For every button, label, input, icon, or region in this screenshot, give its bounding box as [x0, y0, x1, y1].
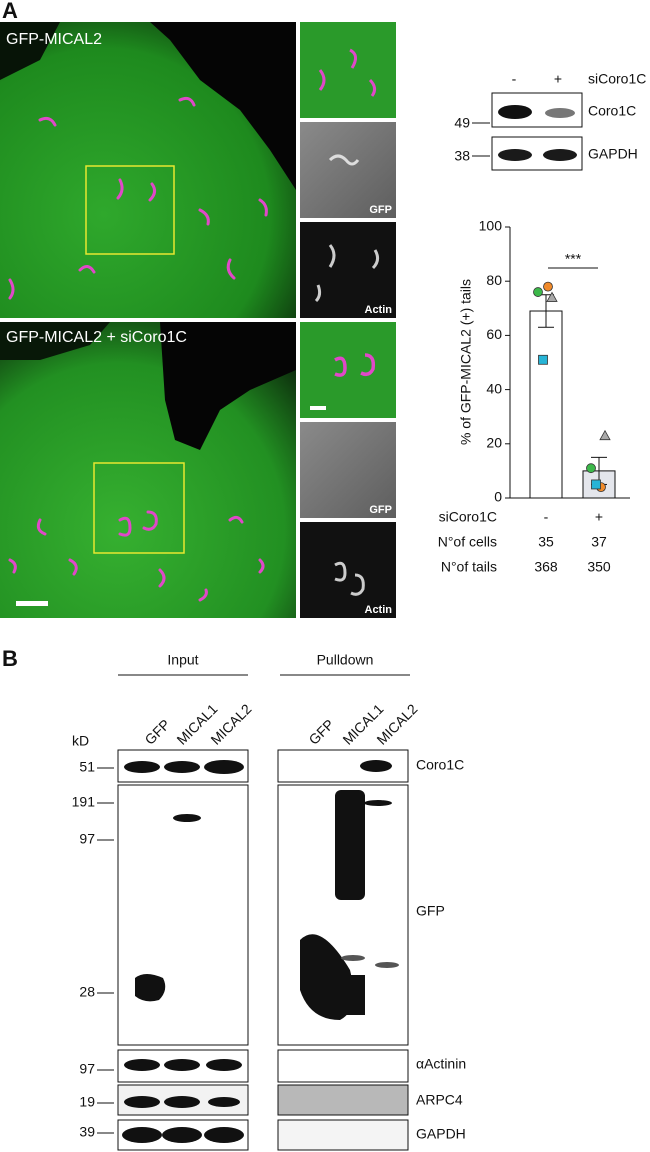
- inset: [300, 122, 396, 218]
- layout: [0, 22, 598, 1151]
- y-tick-label: 60: [486, 326, 502, 342]
- table-value: 35: [538, 534, 554, 550]
- marker-label: 39: [79, 1124, 95, 1140]
- data-point: [599, 429, 611, 441]
- blots: [117, 749, 409, 1151]
- band: [498, 149, 532, 161]
- bar: [529, 310, 563, 499]
- actin-tails: [8, 96, 268, 300]
- panel-label: B: [2, 646, 18, 671]
- x-tick-label: +: [595, 509, 603, 525]
- protein-label: ARPC4: [416, 1092, 463, 1108]
- background-region: [150, 22, 296, 190]
- row-label: siCoro1C: [439, 509, 497, 525]
- image-label: GFP-MICAL2: [6, 31, 102, 48]
- actin-tails: [334, 353, 376, 377]
- marker-label: 51: [79, 759, 95, 775]
- unit-label: kD: [72, 733, 89, 749]
- row-label: N°of cells: [438, 534, 497, 550]
- signal: [334, 561, 365, 596]
- inset-label: GFP: [369, 204, 392, 216]
- inset-label: Actin: [365, 604, 393, 616]
- protein-label: GFP: [416, 903, 445, 919]
- marker-label: 49: [454, 115, 470, 131]
- y-tick-label: 100: [479, 218, 503, 234]
- background-region: [0, 22, 60, 80]
- protein-label: GAPDH: [588, 146, 638, 162]
- band: [498, 105, 532, 119]
- data-point: [533, 287, 543, 297]
- x-tick-label: -: [544, 509, 549, 525]
- condition-label: siCoro1C: [588, 71, 646, 87]
- image-label: GFP-MICAL2 + siCoro1C: [6, 329, 187, 346]
- background-region: [160, 322, 296, 450]
- marker-label: 97: [79, 1061, 95, 1077]
- data-point: [543, 281, 553, 292]
- protein-label: αActinin: [416, 1056, 466, 1072]
- band: [545, 108, 575, 118]
- marker-label: 38: [454, 148, 470, 164]
- lane-label: GFP: [305, 716, 337, 748]
- group-label: Pulldown: [317, 652, 374, 668]
- marker-label: 28: [79, 984, 95, 1000]
- scale-bar: [16, 601, 48, 606]
- y-tick-label: 80: [486, 272, 502, 288]
- panel-label: A: [2, 0, 18, 23]
- background-region: [0, 322, 110, 360]
- group-label: Input: [167, 652, 198, 668]
- inset: [300, 422, 396, 518]
- inset: [300, 322, 396, 418]
- scale-bar: [310, 406, 326, 410]
- zoom-box: [85, 165, 175, 255]
- marker-label: 191: [72, 794, 96, 810]
- y-tick-label: 0: [494, 489, 502, 505]
- inset: [300, 222, 396, 318]
- data-point: [591, 479, 601, 490]
- lane-label: +: [554, 71, 562, 87]
- bands: [122, 760, 399, 1143]
- protein-label: Coro1C: [588, 103, 636, 119]
- significance: ***: [565, 251, 582, 267]
- inset-label: GFP: [369, 504, 392, 516]
- band: [543, 149, 577, 161]
- lane-label: -: [512, 71, 517, 87]
- inset: [300, 22, 396, 118]
- signal: [328, 154, 360, 166]
- data-point: [586, 463, 596, 474]
- table-value: 368: [534, 559, 558, 575]
- y-tick-label: 20: [486, 435, 502, 451]
- signal: [314, 244, 380, 303]
- zoom-box: [93, 462, 185, 554]
- data-point: [538, 354, 548, 365]
- y-tick-label: 40: [486, 380, 502, 396]
- inset-label: Actin: [365, 304, 393, 316]
- row-label: N°of tails: [441, 559, 497, 575]
- marker-label: 19: [79, 1094, 95, 1110]
- marker-label: 97: [79, 831, 95, 847]
- table-value: 37: [591, 534, 607, 550]
- actin-tails: [318, 48, 377, 97]
- protein-label: GAPDH: [416, 1126, 466, 1142]
- y-axis-title: % of GFP-MICAL2 (+) tails: [458, 279, 474, 445]
- inset: [300, 522, 396, 618]
- data-point: [546, 291, 558, 302]
- actin-tails: [8, 510, 265, 602]
- lane-label: GFP: [141, 716, 173, 748]
- protein-label: Coro1C: [416, 757, 464, 773]
- table-value: 350: [587, 559, 611, 575]
